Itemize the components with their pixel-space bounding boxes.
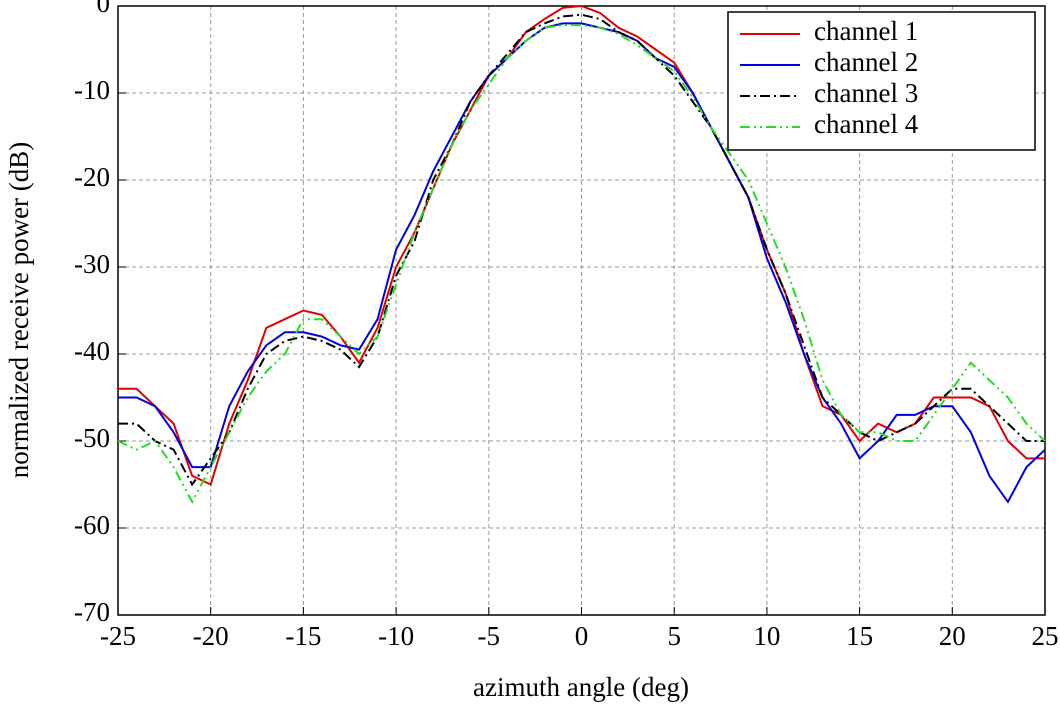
x-tick-label: 20 — [939, 621, 966, 651]
y-tick-label: -40 — [74, 336, 110, 366]
y-tick-label: -60 — [74, 510, 110, 540]
x-tick-label: -15 — [285, 621, 321, 651]
series-line — [118, 4, 1045, 486]
x-tick-label: -20 — [193, 621, 229, 651]
x-tick-label: -5 — [478, 621, 501, 651]
y-tick-label: -20 — [74, 162, 110, 192]
legend-label: channel 4 — [814, 109, 919, 139]
series-line — [118, 22, 1046, 504]
x-tick-label: -10 — [378, 621, 414, 651]
y-tick-label: -10 — [74, 75, 110, 105]
y-tick-label: 0 — [97, 0, 111, 18]
y-axis-label: normalized receive power (dB) — [4, 142, 34, 479]
x-tick-label: 10 — [753, 621, 780, 651]
x-tick-label: 5 — [667, 621, 681, 651]
legend-label: channel 1 — [814, 16, 918, 46]
legend-label: channel 2 — [814, 47, 918, 77]
y-tick-label: -70 — [74, 597, 110, 627]
x-tick-label: -25 — [100, 621, 136, 651]
x-tick-label: 0 — [575, 621, 589, 651]
legend-label: channel 3 — [814, 78, 918, 108]
x-tick-label: 25 — [1032, 621, 1059, 651]
series-line — [118, 13, 1045, 487]
x-tick-label: 15 — [846, 621, 873, 651]
y-tick-label: -50 — [74, 423, 110, 453]
x-axis-label: azimuth angle (deg) — [473, 672, 689, 702]
y-tick-label: -30 — [74, 249, 110, 279]
